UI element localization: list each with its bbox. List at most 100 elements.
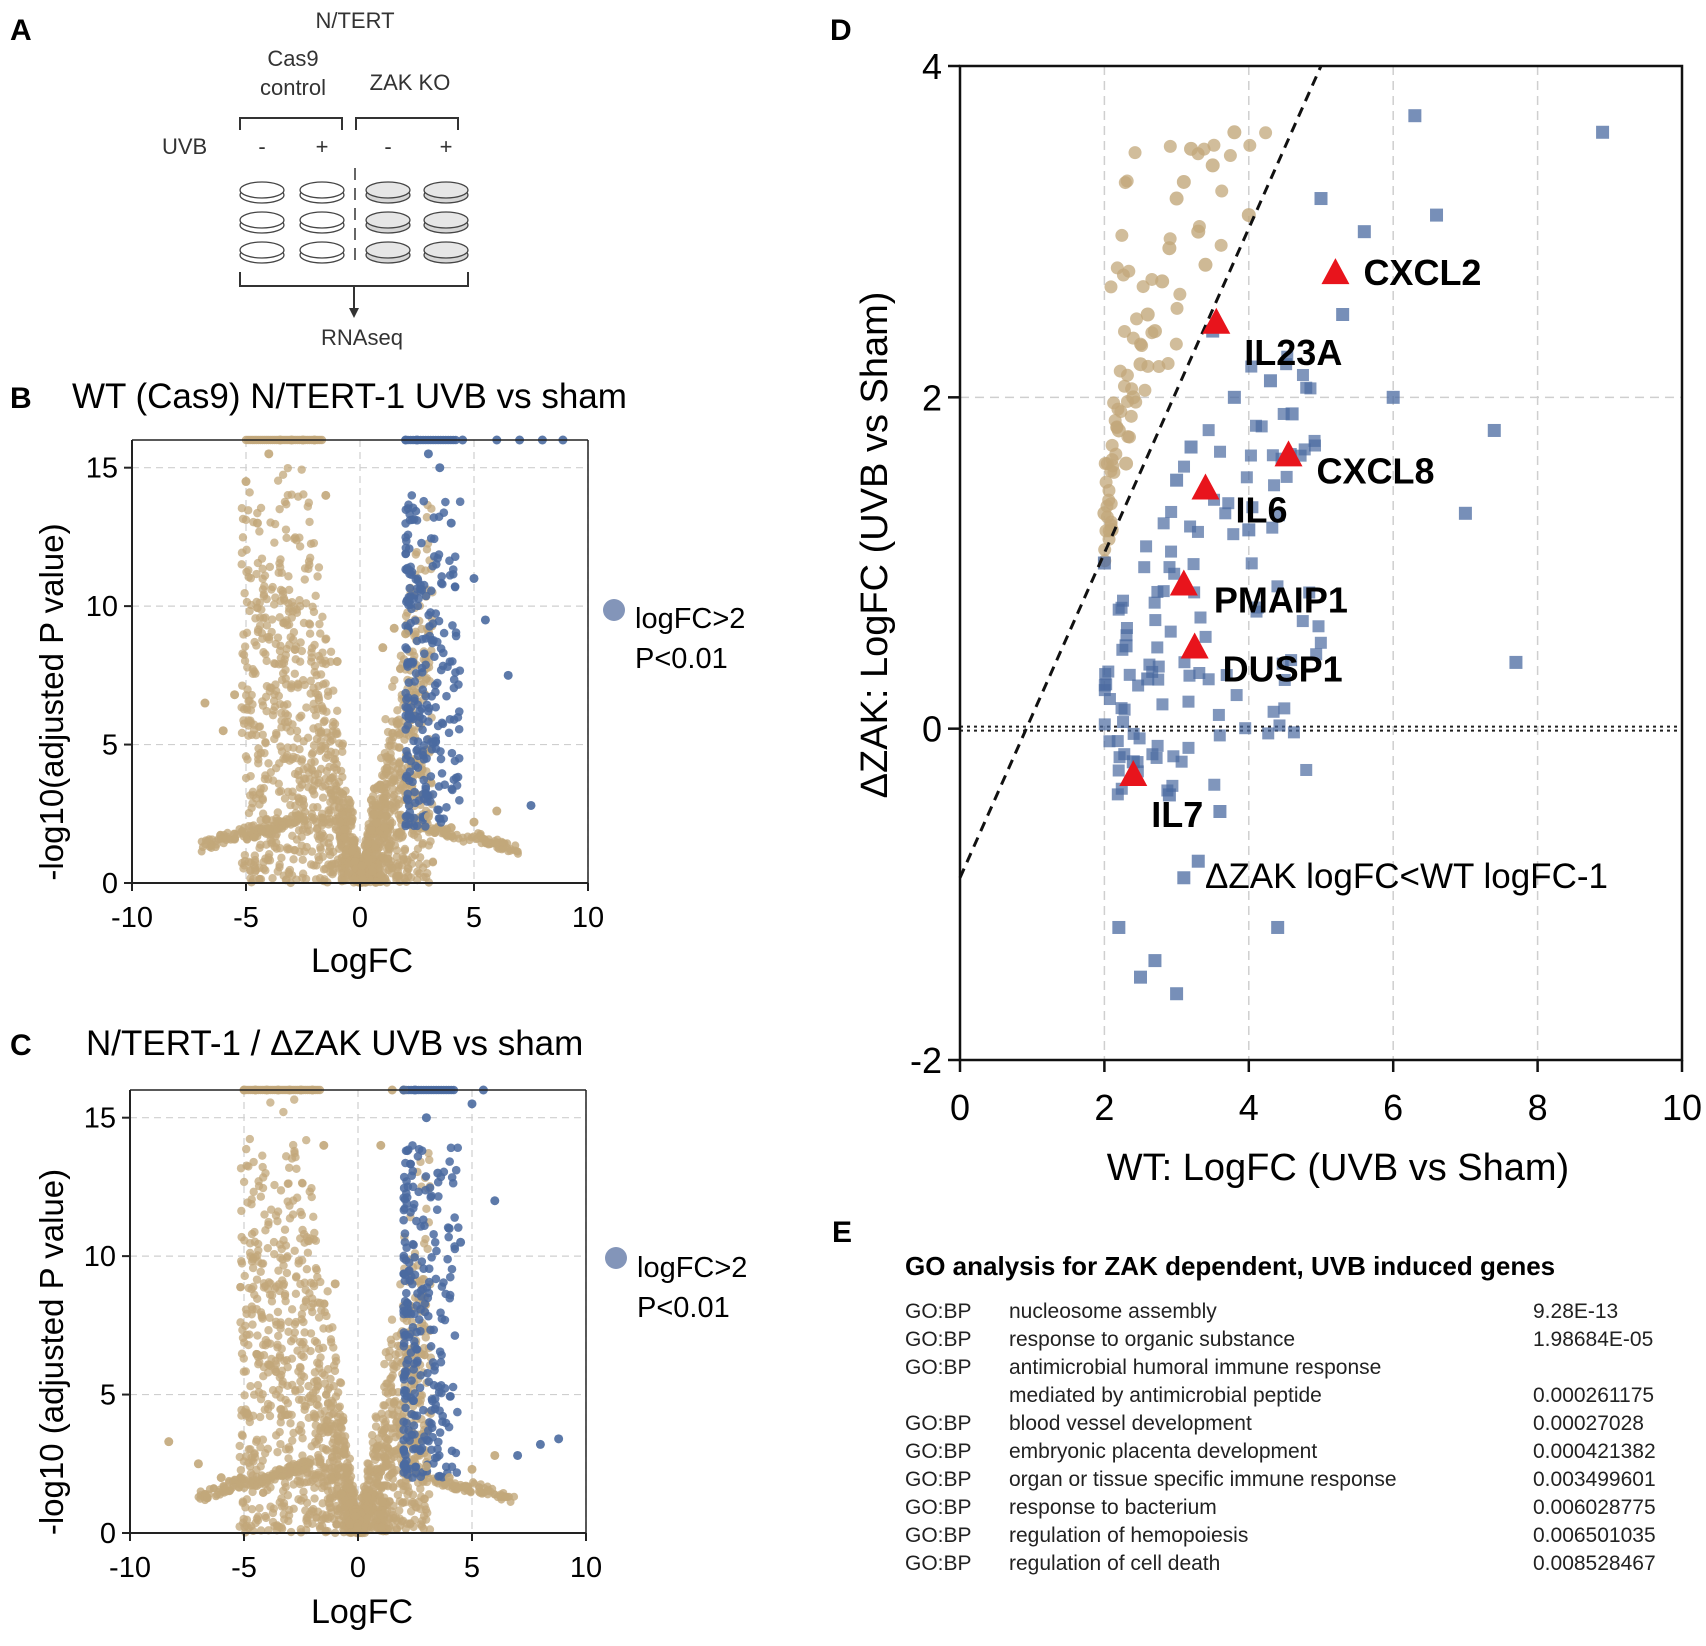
- data-point: [469, 817, 479, 827]
- data-point: [388, 728, 397, 738]
- data-point: [383, 854, 393, 863]
- data-point: [1164, 625, 1177, 638]
- data-point: [399, 855, 408, 865]
- data-point: [454, 1484, 463, 1493]
- data-point: [408, 503, 418, 513]
- data-point: [1191, 525, 1204, 538]
- data-point: [1170, 987, 1184, 1001]
- data-point: [419, 1239, 429, 1248]
- data-point: [401, 812, 411, 821]
- data-point: [267, 683, 276, 693]
- data-point: [410, 1337, 419, 1346]
- data-point: [430, 652, 439, 662]
- data-point: [338, 790, 348, 799]
- data-point: [1262, 727, 1275, 740]
- data-point: [291, 1317, 301, 1327]
- data-point: [235, 1483, 244, 1492]
- x-tick-label: 6: [1383, 1087, 1403, 1128]
- data-point: [418, 725, 427, 735]
- data-point: [244, 1458, 253, 1467]
- data-point: [342, 1449, 351, 1458]
- data-point: [317, 1521, 327, 1531]
- data-point: [301, 774, 310, 784]
- data-point: [281, 525, 291, 534]
- data-point: [203, 1493, 212, 1502]
- panel-b-xlabel: LogFC: [311, 942, 413, 980]
- data-point: [389, 623, 399, 633]
- data-point: [257, 1259, 267, 1268]
- data-point: [239, 1514, 248, 1524]
- data-point: [439, 628, 449, 638]
- data-point: [367, 866, 377, 876]
- data-point: [298, 1225, 307, 1235]
- data-point: [292, 1164, 301, 1173]
- data-point: [362, 1492, 372, 1501]
- data-point: [1117, 716, 1130, 729]
- data-point: [286, 1419, 295, 1428]
- data-point: [291, 1385, 300, 1395]
- data-point: [307, 1192, 316, 1202]
- data-point: [345, 1499, 354, 1508]
- data-point: [254, 1246, 263, 1255]
- data-point: [395, 1506, 404, 1515]
- panel-c-xlabel: LogFC: [311, 1593, 413, 1631]
- data-point: [242, 1309, 251, 1319]
- data-point: [426, 1192, 436, 1202]
- data-point: [399, 1417, 408, 1427]
- data-point: [284, 1179, 293, 1188]
- data-point: [1103, 693, 1116, 706]
- data-point: [404, 678, 414, 687]
- data-point: [432, 1205, 442, 1214]
- data-point: [256, 1442, 265, 1452]
- data-point: [290, 534, 299, 543]
- data-point: [1128, 146, 1142, 160]
- data-point: [1157, 585, 1170, 598]
- data-point: [1110, 261, 1124, 275]
- data-point: [429, 513, 439, 522]
- data-point: [273, 1307, 283, 1317]
- data-point: [401, 1386, 411, 1396]
- go-term: embryonic placenta development: [1009, 1440, 1318, 1463]
- data-point: [255, 1503, 264, 1513]
- data-point: [208, 835, 217, 844]
- data-point: [388, 785, 398, 794]
- data-point: [442, 691, 451, 701]
- data-point: [380, 788, 389, 797]
- legend-c-line2: P<0.01: [637, 1292, 730, 1324]
- data-point: [412, 1411, 422, 1420]
- data-point: [314, 1450, 323, 1460]
- data-point: [256, 1394, 266, 1404]
- data-point: [318, 612, 327, 622]
- data-point: [283, 490, 293, 500]
- data-point: [283, 787, 293, 797]
- x-tick-label: 0: [350, 1552, 366, 1584]
- data-point: [316, 727, 326, 736]
- data-point: [242, 1408, 252, 1417]
- x-tick-label: 10: [570, 1552, 602, 1584]
- data-point: [270, 1180, 279, 1190]
- data-point: [445, 1272, 455, 1282]
- data-point: [241, 1367, 250, 1376]
- data-point: [301, 807, 310, 816]
- data-point: [417, 1146, 427, 1156]
- data-point: [279, 1406, 289, 1415]
- data-point: [247, 1229, 257, 1239]
- data-point: [366, 795, 376, 805]
- data-point: [424, 841, 434, 850]
- data-point: [1134, 337, 1148, 351]
- data-point: [266, 1361, 276, 1371]
- data-point: [1176, 174, 1191, 189]
- data-point: [328, 1323, 337, 1332]
- data-point: [408, 1182, 418, 1192]
- data-point: [403, 789, 413, 799]
- data-point: [450, 552, 460, 562]
- data-point: [403, 1482, 413, 1492]
- data-point: [309, 861, 319, 870]
- data-point: [275, 504, 284, 514]
- data-point: [258, 701, 268, 710]
- data-point: [450, 582, 460, 591]
- data-point: [327, 1338, 336, 1347]
- data-point: [371, 850, 381, 859]
- treatment-1: -: [258, 134, 265, 159]
